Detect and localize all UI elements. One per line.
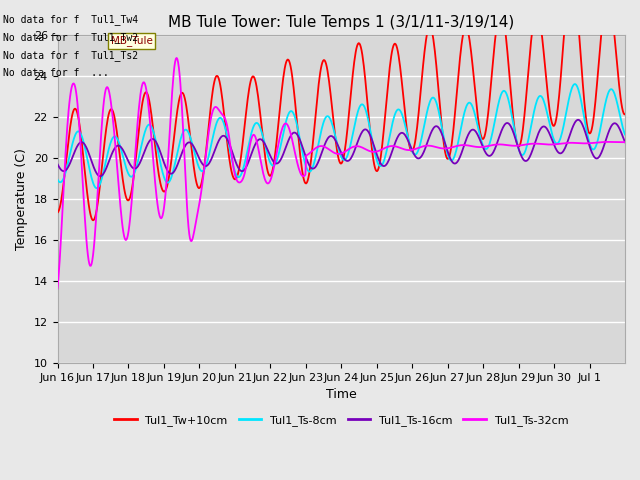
Text: MB_Tule: MB_Tule [111, 36, 152, 47]
Text: No data for f  Tul1_Tw4: No data for f Tul1_Tw4 [3, 13, 138, 24]
Y-axis label: Temperature (C): Temperature (C) [15, 148, 28, 250]
Text: No data for f  ...: No data for f ... [3, 68, 109, 78]
Legend: Tul1_Tw+10cm, Tul1_Ts-8cm, Tul1_Ts-16cm, Tul1_Ts-32cm: Tul1_Tw+10cm, Tul1_Ts-8cm, Tul1_Ts-16cm,… [110, 411, 573, 431]
X-axis label: Time: Time [326, 388, 356, 401]
Text: No data for f  Tul1_Ts2: No data for f Tul1_Ts2 [3, 50, 138, 61]
Title: MB Tule Tower: Tule Temps 1 (3/1/11-3/19/14): MB Tule Tower: Tule Temps 1 (3/1/11-3/19… [168, 15, 515, 30]
Text: No data for f  Tul1_Tw2: No data for f Tul1_Tw2 [3, 32, 138, 43]
